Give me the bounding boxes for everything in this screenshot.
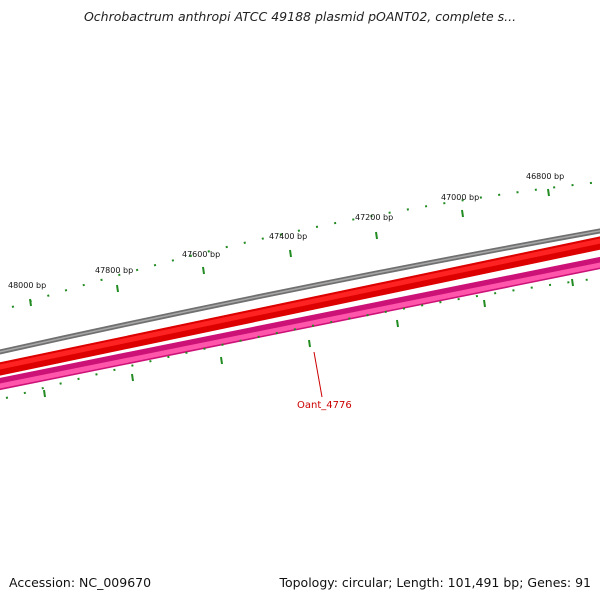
ruler-label: 47600 bp xyxy=(182,250,220,259)
inner-ruler-ticks xyxy=(5,277,600,399)
ruler-label: 47800 bp xyxy=(95,266,133,275)
ruler-label: 47000 bp xyxy=(441,193,479,202)
reverse-gene-track-inner xyxy=(0,262,600,389)
accession-text: Accession: NC_009670 xyxy=(9,575,152,590)
forward-gene-track-inner xyxy=(0,238,600,370)
inner-major-ticks xyxy=(43,278,574,398)
gene-label-leader xyxy=(313,351,323,398)
ruler-label: 48000 bp xyxy=(8,281,46,290)
ruler-label: 47200 bp xyxy=(355,213,393,222)
gene-label-oant-4776: Oant_4776 xyxy=(297,400,352,411)
map-summary-text: Topology: circular; Length: 101,491 bp; … xyxy=(279,575,591,590)
backbone-highlight xyxy=(0,230,600,353)
ruler-label: 47400 bp xyxy=(269,232,307,241)
backbone-outer xyxy=(0,228,600,355)
map-title: Ochrobactrum anthropi ATCC 49188 plasmid… xyxy=(83,9,517,24)
ruler-label: 46800 bp xyxy=(526,172,564,181)
outer-major-ticks xyxy=(29,188,550,307)
